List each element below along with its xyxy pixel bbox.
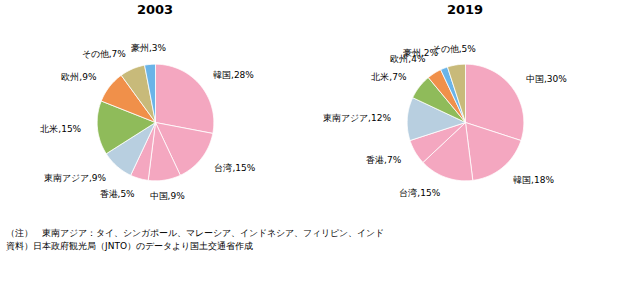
svg-text:香港,7%: 香港,7% bbox=[366, 155, 402, 165]
html-text:2019: 2019 bbox=[446, 2, 484, 17]
svg-text:その他,5%: その他,5% bbox=[432, 44, 477, 54]
svg-text:豪州,3%: 豪州,3% bbox=[131, 43, 167, 53]
svg-text:韓国,28%: 韓国,28% bbox=[213, 70, 254, 80]
svg-text:欧州,4%: 欧州,4% bbox=[390, 54, 426, 65]
svg-text:東南アジア,9%: 東南アジア,9% bbox=[44, 173, 107, 183]
svg-text:その他,7%: その他,7% bbox=[82, 49, 127, 59]
svg-text:台湾,15%: 台湾,15% bbox=[214, 163, 255, 173]
svg-text:北米,7%: 北米,7% bbox=[371, 72, 407, 82]
svg-text:豪州,2%: 豪州,2% bbox=[403, 48, 439, 58]
svg-text:中国,9%: 中国,9% bbox=[150, 191, 186, 201]
svg-text:北米,15%: 北米,15% bbox=[40, 124, 81, 134]
svg-text:東南アジア,12%: 東南アジア,12% bbox=[323, 113, 391, 123]
svg-text:中国,30%: 中国,30% bbox=[526, 73, 567, 83]
html-text:（注） 東南アジア：タイ、シンガポール、マレーシア、インドネ: （注） 東南アジア：タイ、シンガポール、マレーシア、インドネシア、フィリピン、イ… bbox=[6, 228, 384, 238]
svg-text:香港,5%: 香港,5% bbox=[100, 189, 136, 199]
svg-text:韓国,18%: 韓国,18% bbox=[513, 175, 554, 185]
html-text:資料）日本政府観光局（JNTO）のデータより国土交通省作成: 資料）日本政府観光局（JNTO）のデータより国土交通省作成 bbox=[6, 241, 253, 251]
html-text:2003: 2003 bbox=[136, 2, 174, 17]
svg-text:台湾,15%: 台湾,15% bbox=[399, 188, 440, 198]
svg-text:欧州,9%: 欧州,9% bbox=[61, 72, 97, 82]
